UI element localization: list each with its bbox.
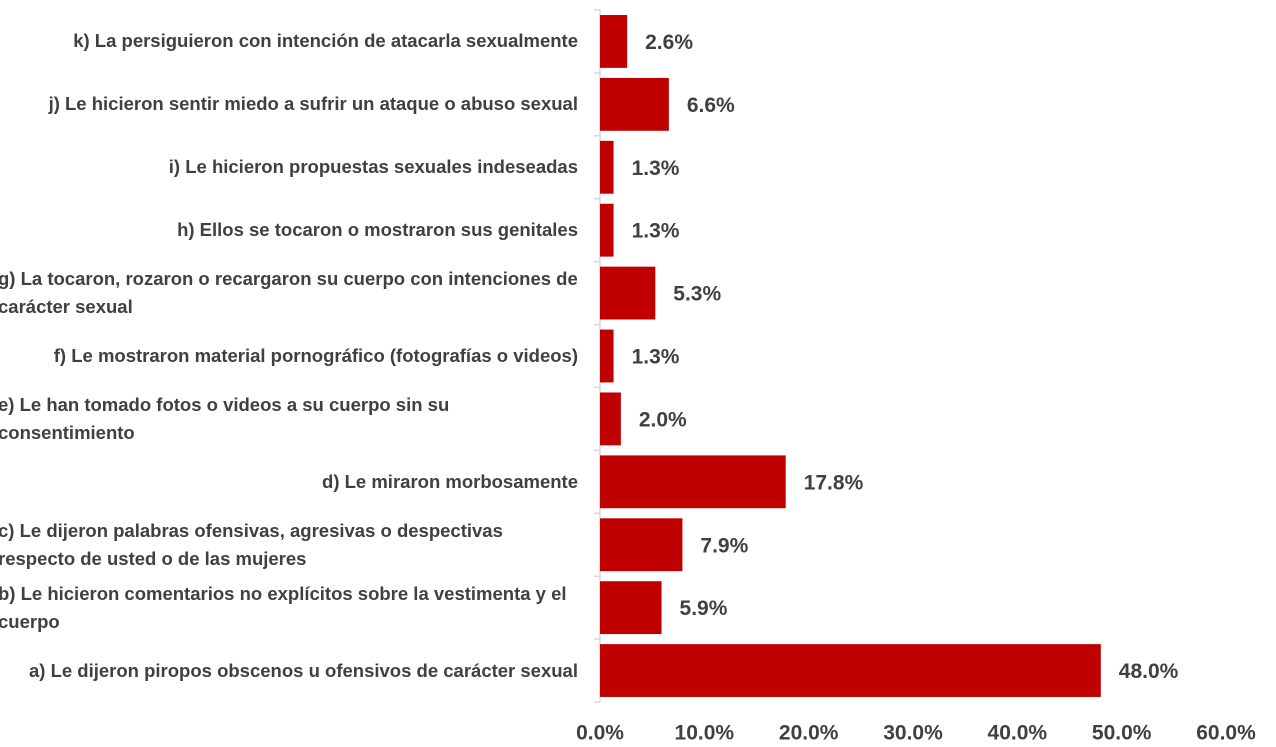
value-label: 6.6% <box>687 94 735 117</box>
category-label: j) Le hicieron sentir miedo a sufrir un … <box>48 93 578 115</box>
value-label: 5.3% <box>673 283 721 306</box>
category-label-box: d) Le miraron morbosamente <box>0 468 578 496</box>
category-label: h) Ellos se tocaron o mostraron sus geni… <box>177 219 578 241</box>
category-label-box: k) La persiguieron con intención de atac… <box>0 27 578 55</box>
category-label: f) Le mostraron material pornográfico (f… <box>53 345 578 366</box>
value-label: 17.8% <box>804 471 864 494</box>
bar <box>600 329 614 383</box>
value-label: 5.9% <box>680 597 728 620</box>
bar <box>600 203 614 257</box>
value-label: 1.3% <box>632 157 680 180</box>
category-label: a) Le dijeron piropos obscenos u ofensiv… <box>28 659 578 681</box>
x-tick-label: 60.0% <box>1196 722 1256 745</box>
bar <box>600 455 786 509</box>
value-label: 2.0% <box>639 408 687 431</box>
bar <box>600 581 662 635</box>
x-tick-label: 20.0% <box>779 722 839 745</box>
category-label: b) Le hicieron comentarios no explícitos… <box>0 582 567 632</box>
bar <box>600 266 656 320</box>
value-label: 1.3% <box>632 346 680 369</box>
x-tick-label: 30.0% <box>883 722 943 745</box>
x-tick-label: 50.0% <box>1092 722 1152 745</box>
bar <box>600 77 669 131</box>
value-label: 2.6% <box>645 31 693 54</box>
bar <box>600 140 614 194</box>
category-label: k) La persiguieron con intención de atac… <box>73 30 578 52</box>
bar <box>600 392 621 446</box>
category-label-box: c) Le dijeron palabras ofensivas, agresi… <box>0 517 578 573</box>
value-label: 7.9% <box>700 534 748 557</box>
category-label-box: e) Le han tomado fotos o videos a su cue… <box>0 391 578 447</box>
bar <box>600 518 683 572</box>
category-label-box: i) Le hicieron propuestas sexuales indes… <box>0 153 578 181</box>
category-label: d) Le miraron morbosamente <box>322 470 578 492</box>
category-label-box: j) Le hicieron sentir miedo a sufrir un … <box>0 90 578 118</box>
value-label: 1.3% <box>632 220 680 243</box>
category-label-box: h) Ellos se tocaron o mostraron sus geni… <box>0 216 578 244</box>
category-label-box: a) Le dijeron piropos obscenos u ofensiv… <box>0 657 578 685</box>
category-label: e) Le han tomado fotos o videos a su cue… <box>0 393 450 443</box>
category-label-box: f) Le mostraron material pornográfico (f… <box>0 342 578 370</box>
value-label: 48.0% <box>1119 660 1179 683</box>
category-label-box: g) La tocaron, rozaron o recargaron su c… <box>0 265 578 321</box>
category-label-box: b) Le hicieron comentarios no explícitos… <box>0 580 578 636</box>
category-label: c) Le dijeron palabras ofensivas, agresi… <box>0 519 503 569</box>
category-label: g) La tocaron, rozaron o recargaron su c… <box>0 268 578 318</box>
bar <box>600 644 1101 697</box>
x-tick-label: 0.0% <box>576 722 624 745</box>
x-tick-label: 40.0% <box>988 722 1048 745</box>
bar <box>600 15 628 68</box>
x-tick-label: 10.0% <box>675 722 735 745</box>
category-label: i) Le hicieron propuestas sexuales indes… <box>168 156 578 178</box>
